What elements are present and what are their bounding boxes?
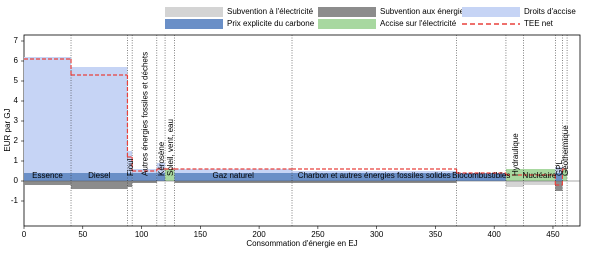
bar-segment (174, 181, 293, 183)
category-label: Hydraulique (511, 133, 520, 176)
bar-segment (71, 173, 128, 181)
category-label: Fioul (126, 158, 135, 176)
x-tick-label: 0 (22, 230, 27, 239)
category-label: Géothermique (561, 125, 570, 176)
bar-segment (292, 171, 457, 173)
legend-label: Prix explicite du carbone (227, 19, 315, 28)
category-label: Biocombustibles (452, 171, 510, 180)
x-tick-label: 400 (488, 230, 502, 239)
x-tick-label: 300 (370, 230, 384, 239)
bar-segment (456, 173, 506, 181)
legend-label: Subvention aux énergies fossiles (380, 7, 497, 16)
legend-label: Droits d'accise (524, 7, 576, 16)
bar-segment (127, 173, 133, 181)
y-tick-label: 3 (14, 116, 19, 125)
x-tick-label: 350 (429, 230, 443, 239)
bar-segment (562, 169, 568, 181)
y-axis-label: EUR par GJ (3, 108, 12, 151)
category-label: Autres énergies fossiles et déchets (141, 52, 150, 176)
bar-segment (127, 151, 133, 173)
category-label: Soleil, vent, eau (166, 119, 175, 176)
y-tick-label: 0 (14, 176, 19, 185)
bar-segment (165, 169, 175, 181)
y-tick-label: -1 (11, 196, 19, 205)
bar-segment (71, 181, 128, 189)
bar-segment (71, 67, 128, 173)
bar-segment (156, 173, 166, 181)
legend-swatch (318, 7, 376, 17)
bar-segment (555, 167, 563, 173)
x-tick-label: 450 (546, 230, 560, 239)
bar-segment (555, 173, 563, 181)
bar-segment (132, 181, 157, 183)
x-tick-label: 100 (135, 230, 149, 239)
y-tick-label: 5 (14, 76, 19, 85)
bar-segment (292, 181, 457, 183)
category-label: Charbon et autres énergies fossiles soli… (298, 171, 451, 180)
y-tick-label: 7 (14, 36, 19, 45)
x-axis-label: Consommation d'énergie en EJ (246, 239, 357, 248)
bar-segment (292, 173, 457, 181)
bar-segment (24, 57, 72, 173)
bar-segment (174, 169, 293, 173)
category-label: GPL (555, 159, 564, 176)
category-label: Nucléaire (523, 171, 557, 180)
bar-segment (132, 173, 157, 181)
legend-swatch (165, 19, 223, 29)
x-tick-label: 250 (311, 230, 325, 239)
category-label: Kérosène (157, 141, 166, 176)
y-tick-label: 2 (14, 136, 19, 145)
bar-segment (127, 181, 133, 187)
category-label: Gaz naturel (213, 171, 255, 180)
category-label: Essence (32, 171, 63, 180)
bar-segment (555, 181, 563, 191)
bar-segment (156, 163, 166, 173)
legend-label: Subvention à l'électricité (227, 7, 314, 16)
bar-segment (505, 181, 524, 187)
legend-label: Accise sur l'électricité (380, 19, 457, 28)
x-tick-label: 200 (252, 230, 266, 239)
bar-segment (174, 173, 293, 181)
y-tick-label: 6 (14, 56, 19, 65)
legend-swatch (462, 7, 520, 17)
y-tick-label: 4 (14, 96, 19, 105)
y-tick-label: 1 (14, 156, 19, 165)
bar-segment (24, 173, 72, 181)
legend-label: TEE net (524, 19, 554, 28)
bar-segment (523, 181, 556, 185)
legend-swatch (165, 7, 223, 17)
x-tick-label: 50 (78, 230, 87, 239)
legend-swatch (318, 19, 376, 29)
category-label: Diesel (88, 171, 110, 180)
x-tick-label: 150 (194, 230, 208, 239)
bar-segment (24, 181, 72, 185)
